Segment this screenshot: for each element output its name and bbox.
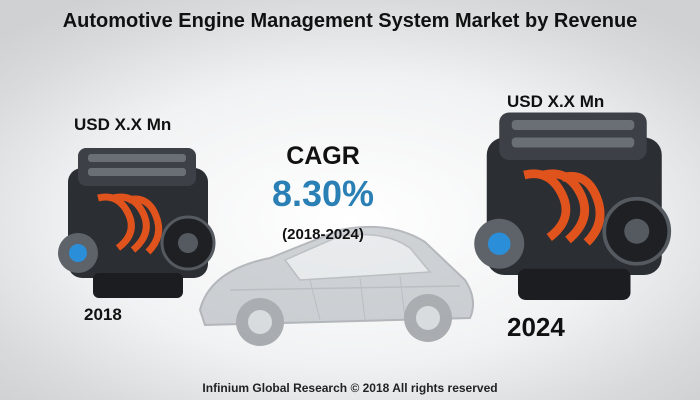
cagr-period: (2018-2024) (282, 226, 364, 243)
revenue-label-2024: USD X.X Mn (507, 92, 605, 111)
page-title: Automotive Engine Management System Mark… (62, 10, 638, 32)
revenue-label-2018: USD X.X Mn (74, 115, 172, 134)
cagr-label: CAGR (286, 142, 360, 170)
engine-image-2018 (58, 148, 216, 298)
car-illustration (198, 225, 475, 346)
year-label-2018: 2018 (84, 305, 122, 324)
year-label-2024: 2024 (507, 312, 565, 342)
engine-image-2024 (474, 112, 672, 300)
copyright-footer: Infinium Global Research © 2018 All righ… (202, 381, 498, 395)
cagr-value: 8.30% (271, 173, 375, 214)
